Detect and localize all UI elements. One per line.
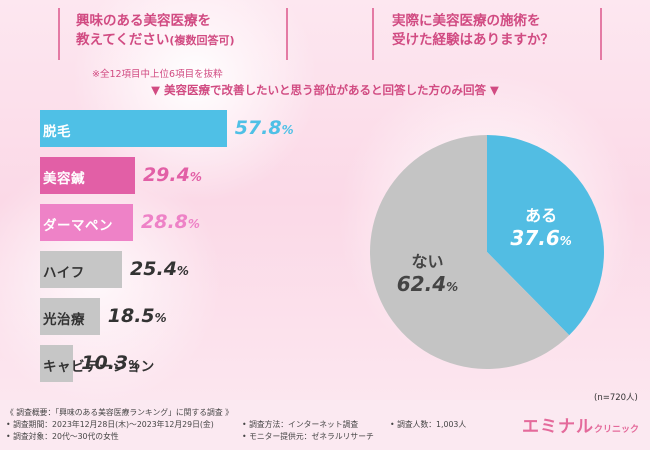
bar-value-2: 28.8%	[141, 211, 200, 233]
bar-value-4: 18.5%	[107, 305, 167, 327]
question-left-line1: 興味のある美容医療を	[76, 13, 211, 29]
pie-chart	[370, 135, 605, 369]
bar-label-1: 美容鍼	[43, 171, 85, 187]
survey-count: • 調査人数：1,003人	[390, 420, 467, 429]
pie-slice-0	[487, 135, 605, 336]
question-left: 興味のある美容医療を 教えてください(複数回答可)	[76, 12, 234, 50]
question-left-box: 興味のある美容医療を 教えてください(複数回答可)	[58, 8, 288, 60]
bar-label-3: ハイフ	[43, 265, 85, 281]
bar-label-2: ダーマペン	[43, 218, 113, 234]
survey-period: • 調査期間：2023年12月28日(木)～2023年12月29日(金)	[6, 420, 214, 429]
question-right: 実際に美容医療の施術を 受けた経験はありますか？	[392, 12, 554, 50]
bar-0	[40, 110, 227, 147]
bar-label-5: キャビテーション	[43, 359, 155, 375]
bar-value-1: 29.4%	[142, 164, 202, 186]
subtitle: ▼ 美容医療で改善したいと思う部位があると回答した方のみ回答 ▼	[151, 83, 499, 97]
question-right-line2: 受けた経験はありますか？	[392, 32, 554, 48]
bar-label-0: 脱毛	[43, 124, 71, 140]
question-left-line2: 教えてください	[76, 32, 170, 48]
bar-2	[40, 204, 134, 241]
clinic-logo: エミナルクリニック	[522, 412, 639, 437]
bar-4	[40, 298, 100, 335]
pie-label-1: ない 62.4%	[396, 252, 459, 297]
logo-main: エミナル	[522, 417, 594, 437]
logo-sub: クリニック	[594, 425, 640, 435]
note: ※全12項目中上位6項目を抜粋	[92, 69, 223, 80]
question-left-suffix: (複数回答可)	[169, 34, 235, 47]
pie-slice-1	[370, 135, 570, 369]
survey-provider: • モニター提供元：ゼネラルリサーチ	[242, 432, 374, 441]
bar-3	[40, 251, 123, 288]
survey-target: • 調査対象：20代～30代の女性	[6, 432, 119, 441]
pie-label-0: ある 37.6%	[510, 205, 572, 250]
survey-method: • 調査方法：インターネット調査	[242, 420, 359, 429]
bar-1	[40, 157, 135, 194]
bar-value-5: 10.3%	[81, 352, 141, 374]
bar-value-0: 57.8%	[234, 117, 294, 139]
bar-label-4: 光治療	[43, 312, 85, 328]
question-right-line1: 実際に美容医療の施術を	[392, 13, 541, 29]
bar-value-3: 25.4%	[130, 258, 189, 280]
survey-overview: 《 調査概要：「興味のある美容医療ランキング」に関する調査 》	[6, 408, 233, 417]
question-right-box: 実際に美容医療の施術を 受けた経験はありますか？	[372, 8, 602, 60]
bar-5	[40, 345, 74, 382]
sample-size: (n=720人)	[594, 393, 638, 403]
